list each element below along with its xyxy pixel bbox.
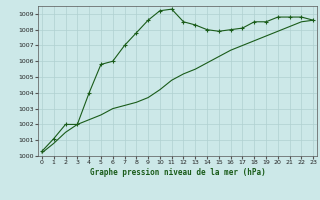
- X-axis label: Graphe pression niveau de la mer (hPa): Graphe pression niveau de la mer (hPa): [90, 168, 266, 177]
